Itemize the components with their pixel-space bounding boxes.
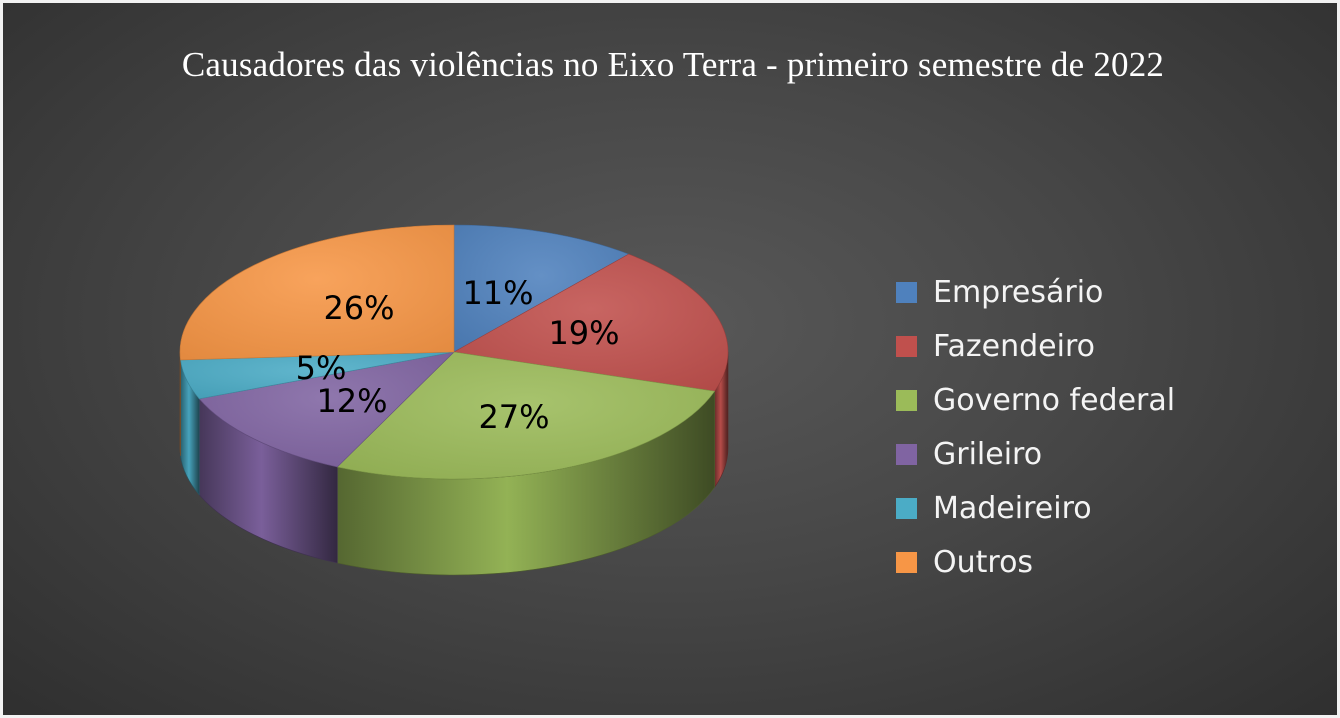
legend-item-fazendeiro: Fazendeiro bbox=[896, 319, 1175, 373]
pie-slice-governo-federal bbox=[336, 351, 716, 480]
legend-label: Fazendeiro bbox=[933, 328, 1095, 364]
pie-sides bbox=[179, 351, 729, 576]
legend-swatch bbox=[896, 281, 917, 303]
legend-label: Outros bbox=[933, 544, 1034, 580]
pie-slice-empresario bbox=[453, 224, 630, 353]
legend-swatch bbox=[896, 443, 917, 465]
legend-label: Governo federal bbox=[933, 382, 1176, 418]
data-label-fazendeiro: 19% bbox=[548, 314, 619, 352]
pie-tops bbox=[179, 224, 729, 480]
data-label-governo-federal: 27% bbox=[478, 398, 549, 436]
chart-title: Causadores das violências no Eixo Terra … bbox=[181, 45, 1165, 84]
pie-chart: 11% 19% 27% 12%5% 26% bbox=[179, 224, 729, 576]
legend-item-outros: Outros bbox=[896, 535, 1175, 589]
legend-swatch bbox=[896, 497, 917, 519]
legend-item-empresario: Empresário bbox=[896, 265, 1175, 319]
data-label-outros: 26% bbox=[323, 289, 394, 327]
legend-label: Grileiro bbox=[933, 436, 1043, 472]
legend-label: Empresário bbox=[933, 274, 1104, 310]
legend-swatch bbox=[896, 551, 917, 573]
chart-legend: Empresário Fazendeiro Governo federal Grile… bbox=[896, 265, 1175, 589]
pie-side-outros bbox=[179, 351, 181, 457]
data-label-grileiro: 12% bbox=[316, 382, 387, 420]
data-label-madeireiro: 5% bbox=[296, 349, 347, 387]
pie-labels: 11% 19% 27% 12%5% 26% bbox=[296, 274, 620, 436]
pie-slice-grileiro bbox=[198, 351, 455, 468]
legend-item-grileiro: Grileiro bbox=[896, 427, 1175, 481]
legend-swatch bbox=[896, 389, 917, 411]
data-label-empresario: 11% bbox=[462, 274, 533, 312]
pie-slice-outros bbox=[179, 224, 455, 361]
legend-label: Madeireiro bbox=[933, 490, 1092, 526]
legend-item-governo-federal: Governo federal bbox=[896, 373, 1175, 427]
pie-slice-fazendeiro bbox=[453, 253, 729, 392]
legend-swatch bbox=[896, 335, 917, 357]
legend-item-madeireiro: Madeireiro bbox=[896, 481, 1175, 535]
